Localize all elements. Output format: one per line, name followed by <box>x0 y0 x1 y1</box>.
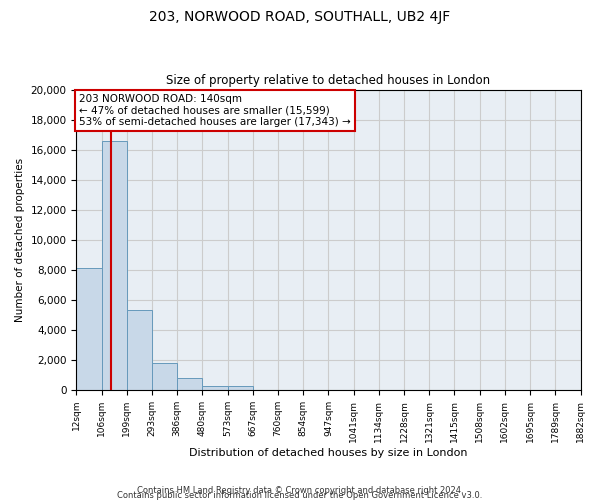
X-axis label: Distribution of detached houses by size in London: Distribution of detached houses by size … <box>189 448 468 458</box>
Bar <box>227 386 253 390</box>
Text: 203 NORWOOD ROAD: 140sqm
← 47% of detached houses are smaller (15,599)
53% of se: 203 NORWOOD ROAD: 140sqm ← 47% of detach… <box>79 94 350 128</box>
Y-axis label: Number of detached properties: Number of detached properties <box>15 158 25 322</box>
Bar <box>177 378 202 390</box>
Bar <box>76 268 101 390</box>
Bar <box>152 363 177 390</box>
Bar <box>202 386 227 390</box>
Bar <box>101 140 127 390</box>
Text: Contains HM Land Registry data © Crown copyright and database right 2024.: Contains HM Land Registry data © Crown c… <box>137 486 463 495</box>
Title: Size of property relative to detached houses in London: Size of property relative to detached ho… <box>166 74 491 87</box>
Text: Contains public sector information licensed under the Open Government Licence v3: Contains public sector information licen… <box>118 491 482 500</box>
Text: 203, NORWOOD ROAD, SOUTHALL, UB2 4JF: 203, NORWOOD ROAD, SOUTHALL, UB2 4JF <box>149 10 451 24</box>
Bar <box>127 310 152 390</box>
